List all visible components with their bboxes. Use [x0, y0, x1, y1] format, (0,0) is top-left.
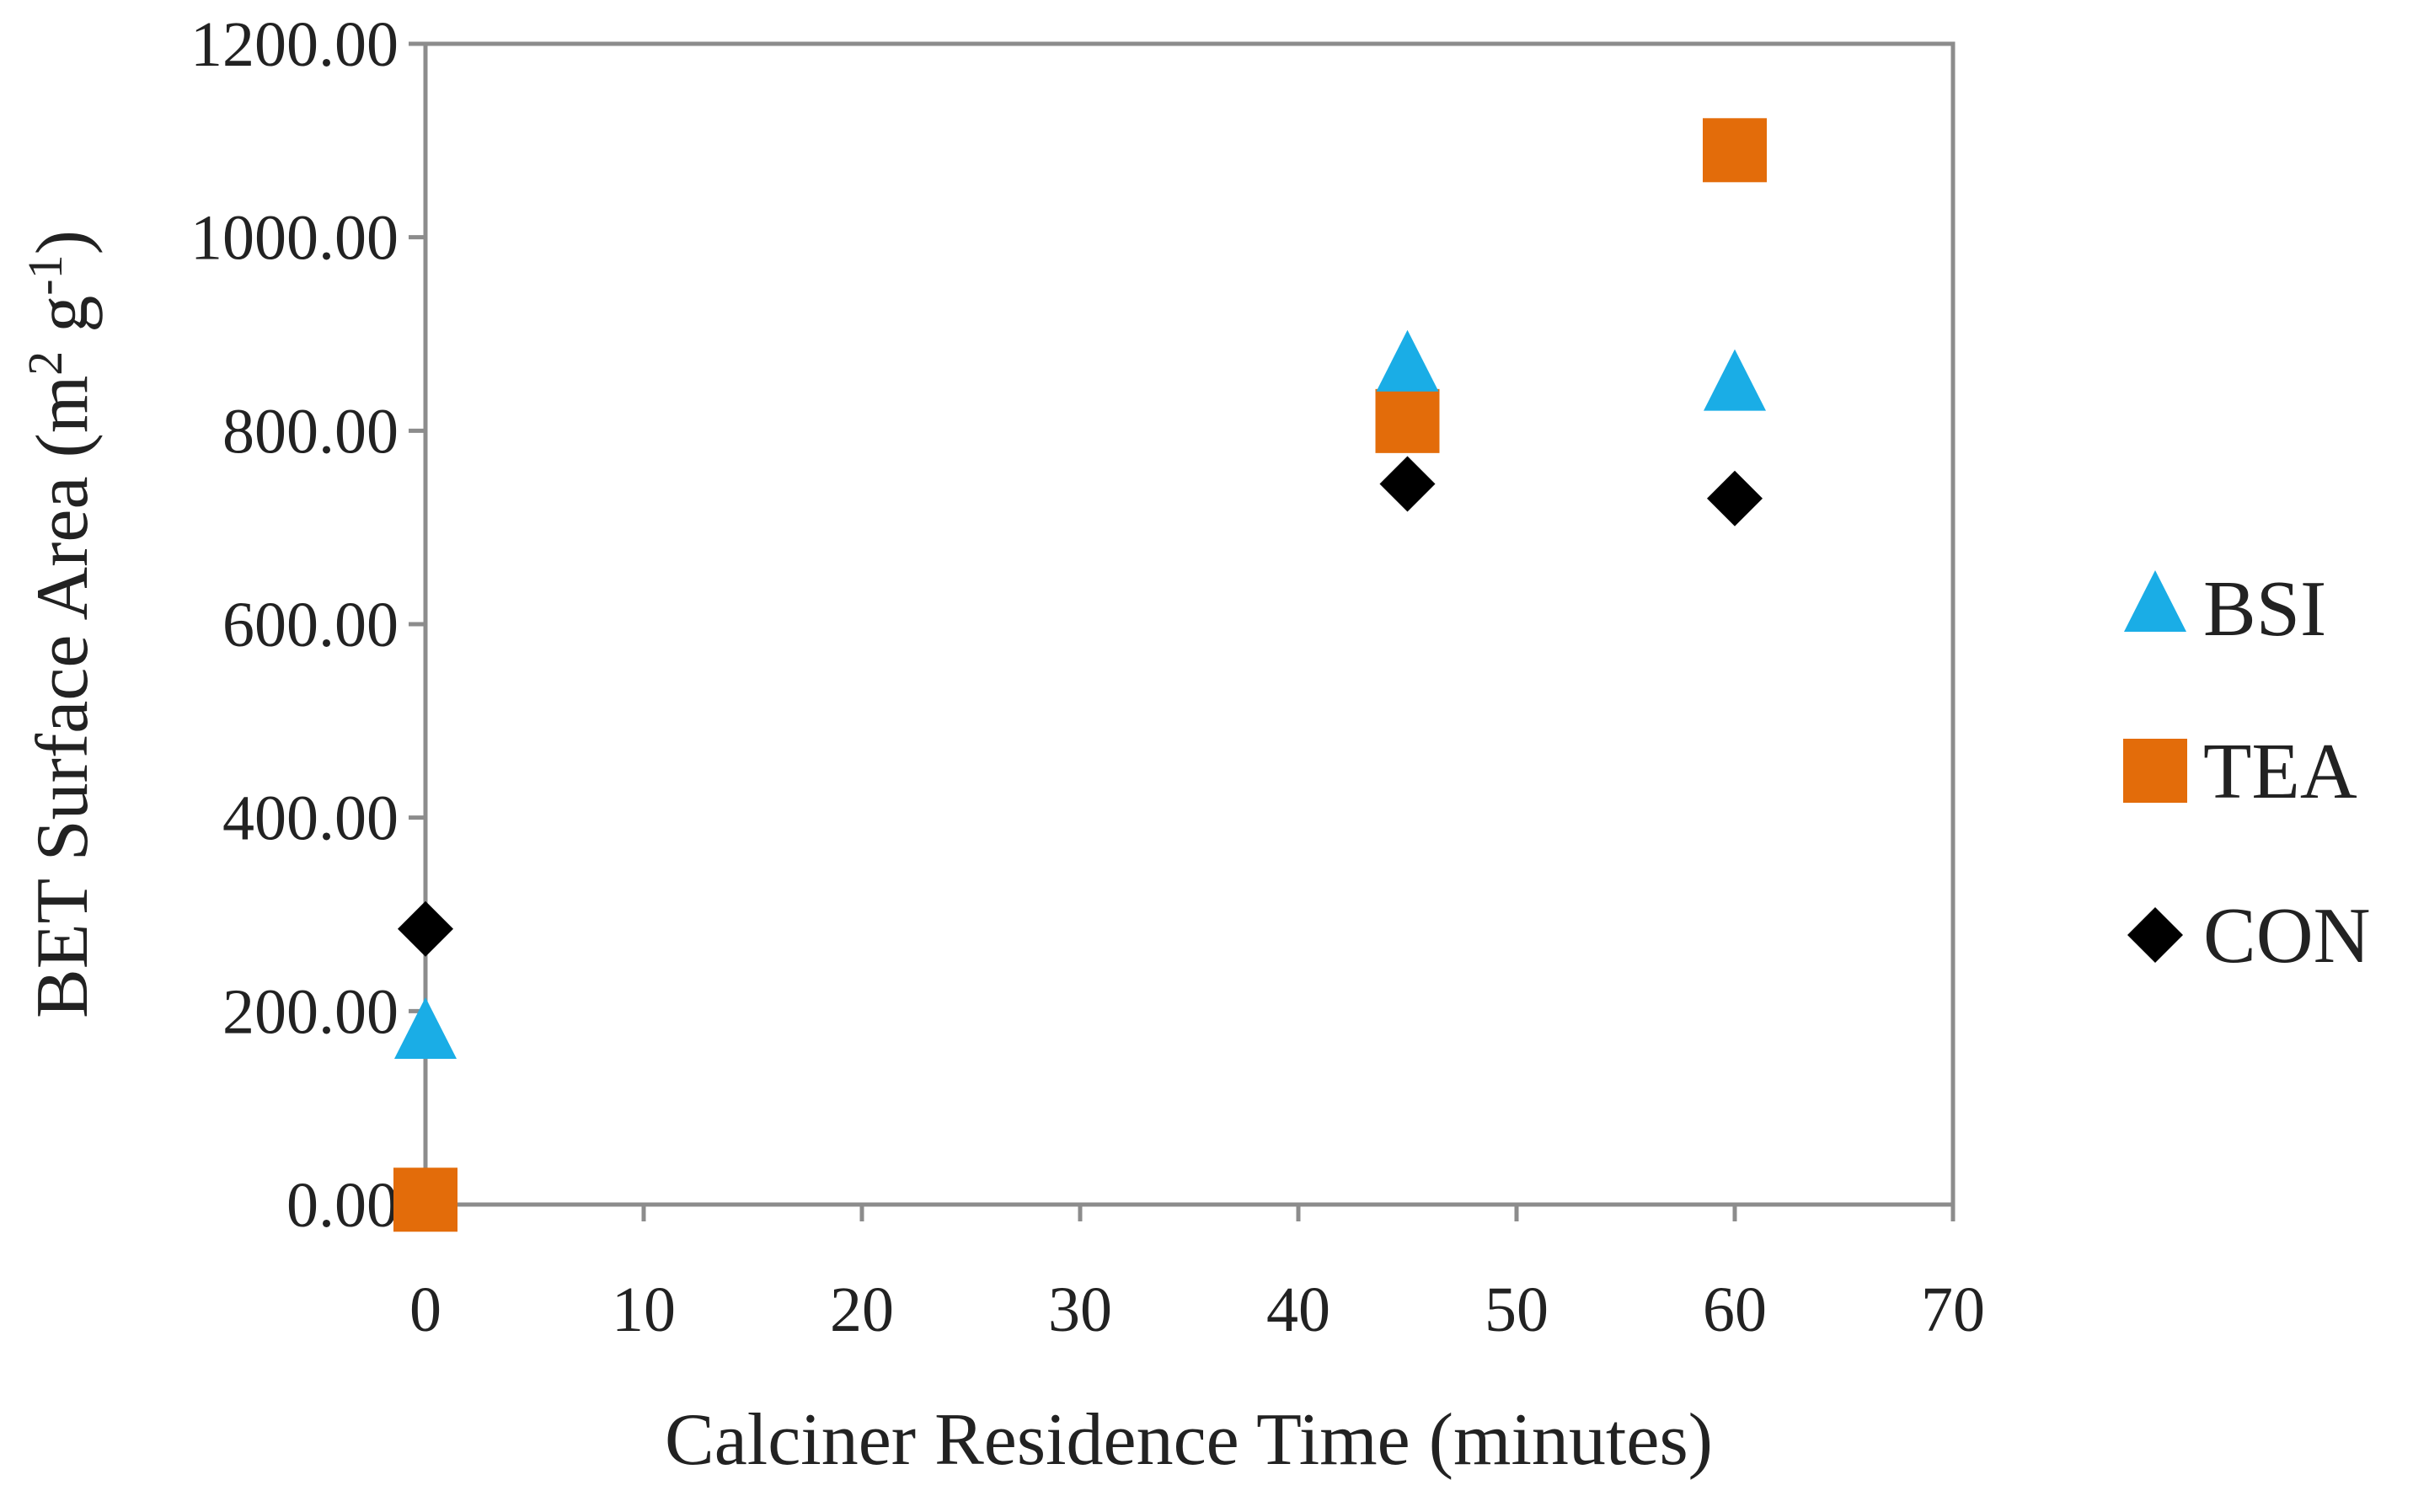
y-tick-label: 400.00: [222, 783, 399, 854]
y-tick-label: 600.00: [222, 590, 399, 660]
legend-label-bsi: BSI: [2203, 565, 2326, 653]
legend-marker-tea: [2123, 739, 2187, 803]
data-point-bsi: [1376, 329, 1439, 392]
y-tick-label: 1200.00: [190, 9, 399, 80]
y-tick-label: 0.00: [286, 1170, 399, 1241]
data-point-con: [1707, 470, 1763, 526]
data-point-tea: [1375, 388, 1440, 453]
y-axis-title-end: ): [22, 230, 104, 254]
y-axis-ticks: 0.00 200.00 400.00 600.00 800.00 1000.00 1200.…: [190, 9, 425, 1241]
data-point-con: [1379, 456, 1436, 512]
y-axis-title-base: BET Surface Area (m: [22, 376, 104, 1018]
data-point-bsi: [394, 997, 457, 1060]
y-tick-label: 200.00: [222, 976, 399, 1047]
x-tick-label: 30: [1048, 1274, 1112, 1345]
y-tick-label: 800.00: [222, 396, 399, 467]
y-axis-title-sup1: 2: [18, 351, 72, 376]
x-tick-label: 50: [1485, 1274, 1549, 1345]
x-tick-label: 40: [1266, 1274, 1330, 1345]
y-axis-title-mid: g: [22, 296, 104, 351]
legend-marker-bsi: [2124, 570, 2186, 632]
legend: BSI TEA CON: [2123, 565, 2370, 980]
legend-marker-con: [2127, 907, 2183, 963]
x-tick-label: 20: [830, 1274, 894, 1345]
plot-area-frame: [423, 41, 1956, 1207]
x-axis-ticks: 0 10 20 30 40 50 60 70: [409, 1205, 1985, 1345]
x-tick-label: 0: [409, 1274, 441, 1345]
data-point-con: [398, 900, 453, 957]
x-tick-label: 70: [1921, 1274, 1985, 1345]
data-point-tea: [393, 1167, 457, 1232]
data-point-tea: [1703, 118, 1767, 183]
x-tick-label: 10: [612, 1274, 676, 1345]
y-axis-title-sup2: -1: [18, 254, 72, 295]
legend-label-tea: TEA: [2203, 728, 2357, 815]
legend-label-con: CON: [2203, 892, 2370, 980]
data-points: [393, 118, 1767, 1232]
x-tick-label: 60: [1703, 1274, 1767, 1345]
x-axis-title: Calciner Residence Time (minutes): [665, 1399, 1713, 1481]
y-axis-title: BET Surface Area (m2 g-1): [18, 230, 104, 1018]
y-tick-label: 1000.00: [190, 203, 399, 274]
data-point-bsi: [1704, 349, 1766, 411]
